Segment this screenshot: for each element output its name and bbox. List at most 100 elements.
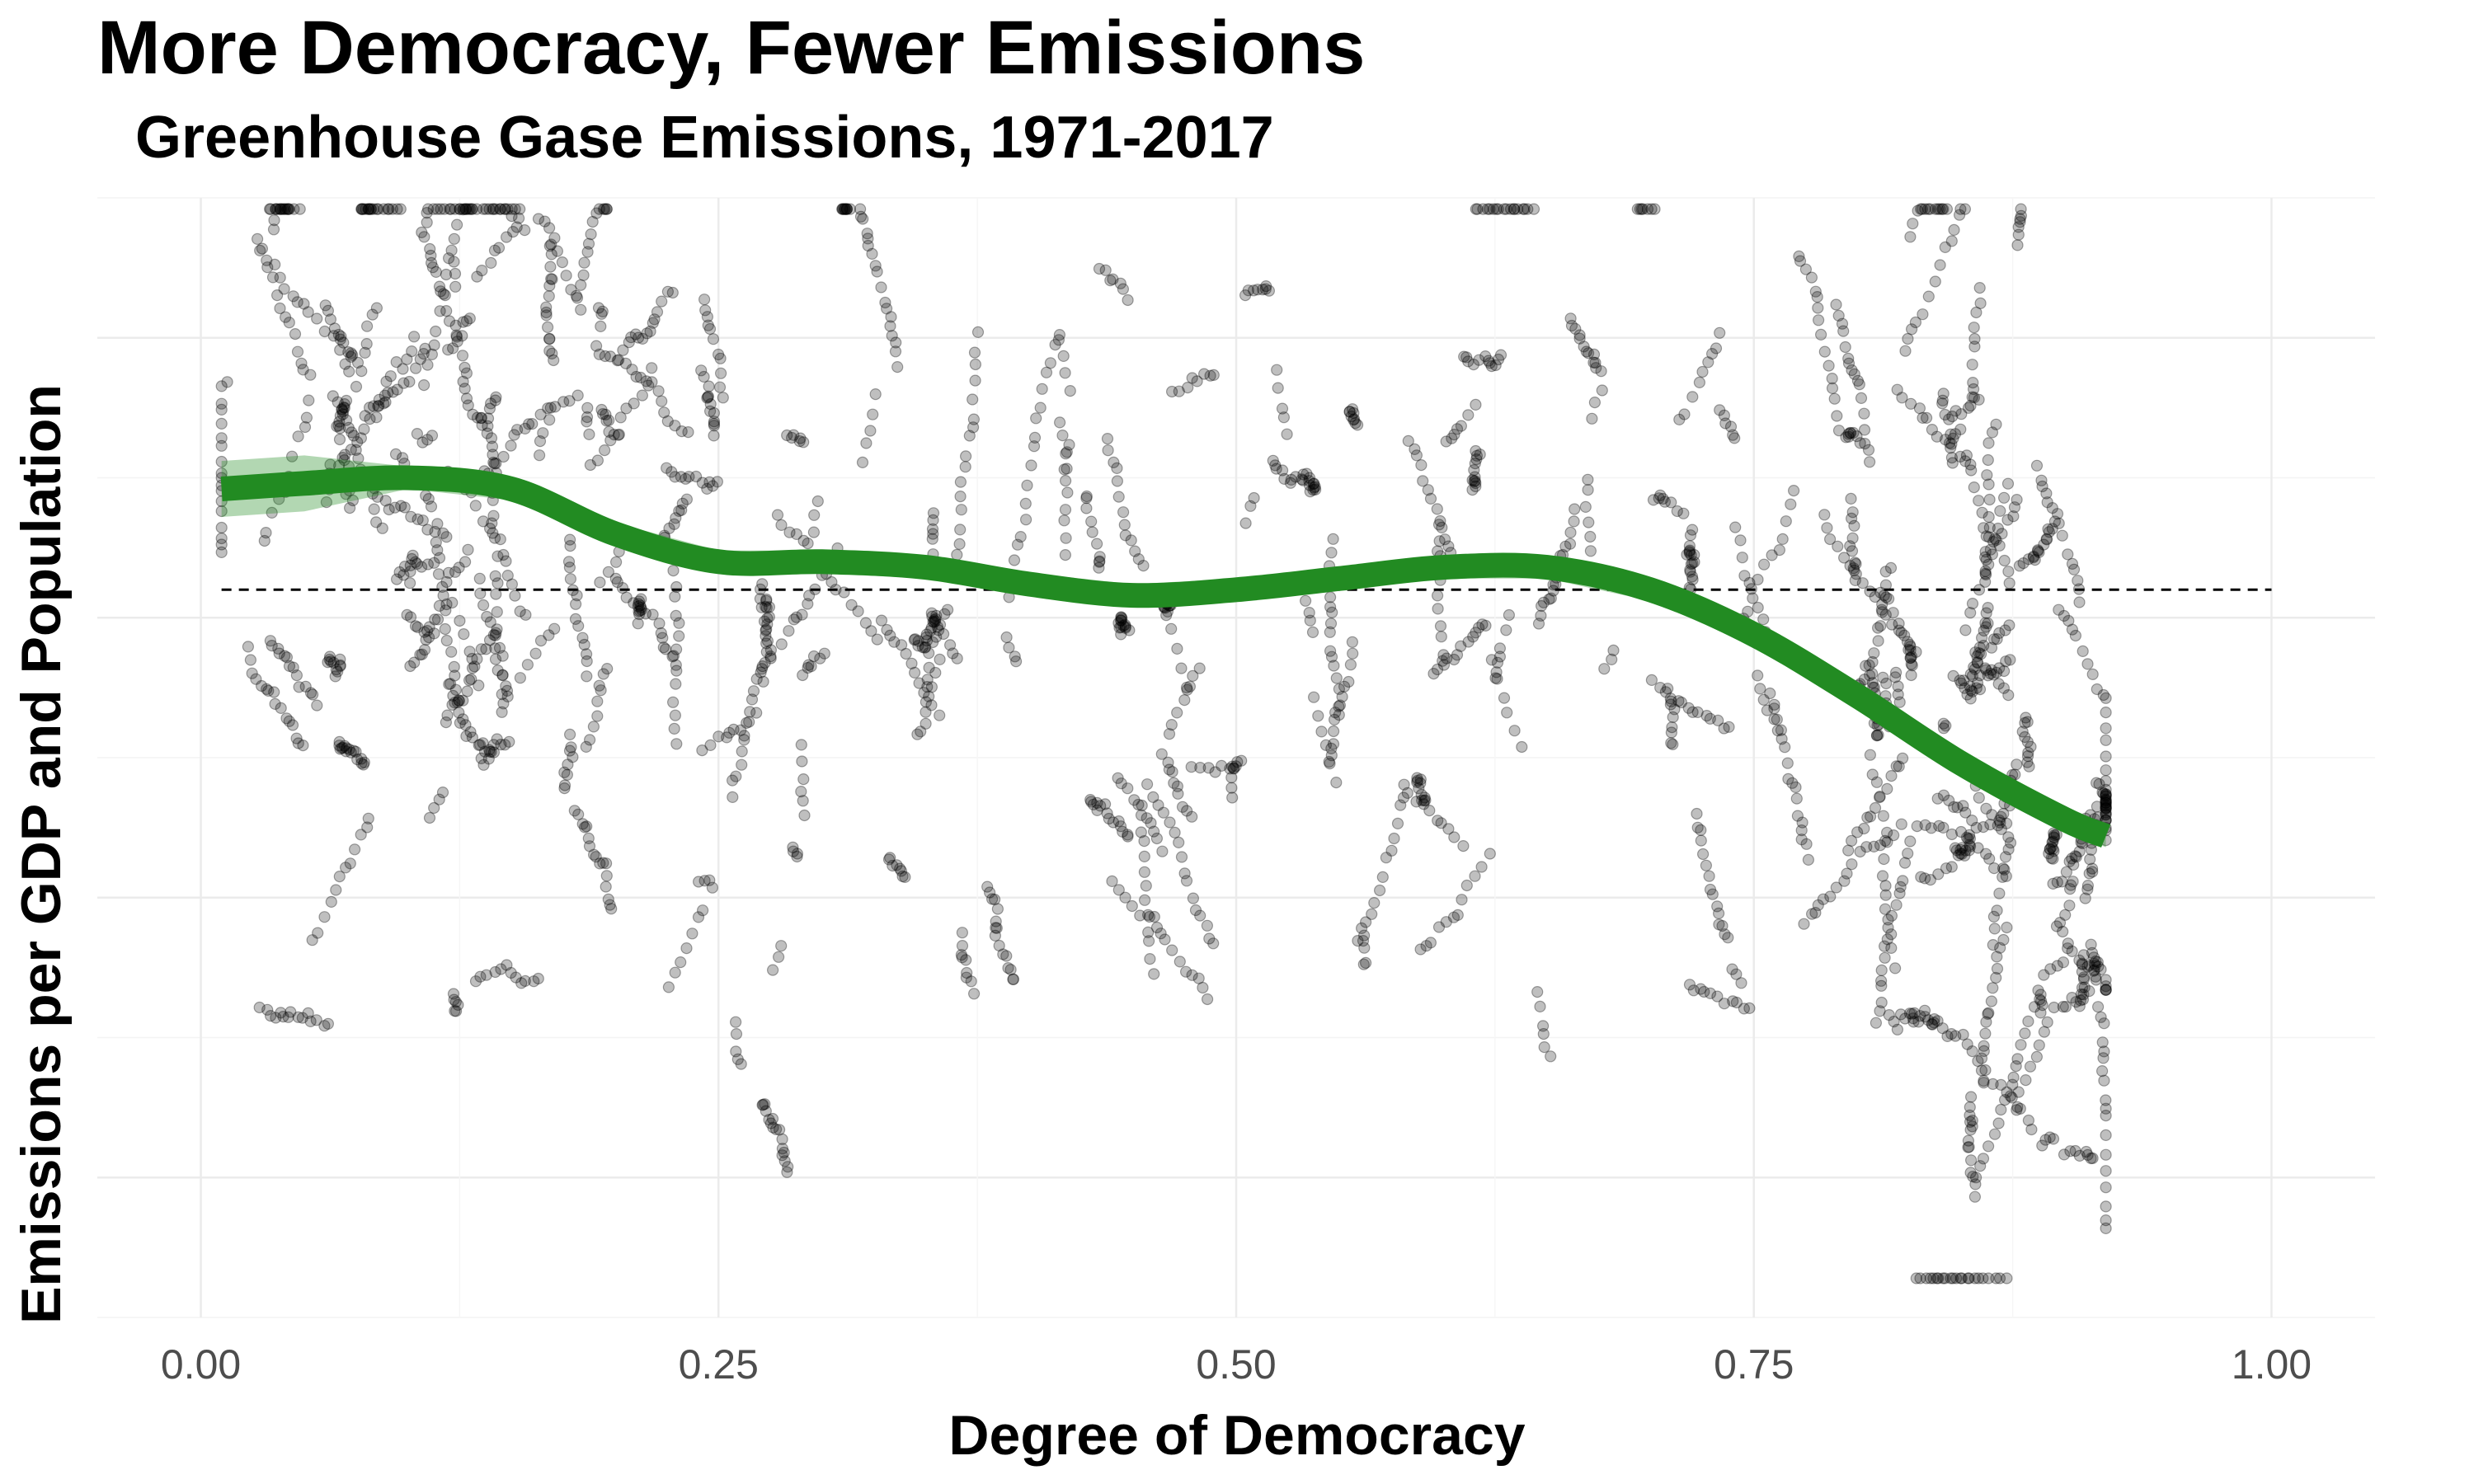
data-point <box>462 543 474 556</box>
data-point <box>379 389 391 402</box>
data-point <box>1284 477 1297 489</box>
data-point <box>1173 836 1185 849</box>
data-point <box>2089 960 2101 972</box>
data-point <box>1434 620 1447 632</box>
data-point <box>1907 218 1919 230</box>
data-point <box>2073 1149 2086 1162</box>
data-point <box>1795 824 1808 837</box>
data-point <box>1882 913 1894 926</box>
data-point <box>494 203 506 215</box>
data-point <box>215 439 228 452</box>
data-point <box>1009 650 1021 663</box>
data-point <box>1987 1078 1999 1091</box>
data-point <box>1285 473 1297 486</box>
data-point <box>2085 1152 2097 1165</box>
data-point <box>1333 700 1345 713</box>
data-point <box>1742 605 1754 618</box>
data-point <box>423 621 435 633</box>
data-point <box>376 522 388 534</box>
data-point <box>1994 505 2006 517</box>
data-point <box>600 870 613 882</box>
data-point <box>1435 817 1447 829</box>
data-point <box>641 327 653 340</box>
data-point <box>760 624 772 636</box>
data-point <box>1995 1103 2007 1116</box>
data-point <box>924 625 937 637</box>
data-point <box>2091 956 2104 969</box>
data-point <box>2060 866 2072 878</box>
data-point <box>1988 1128 2001 1140</box>
data-point <box>651 306 664 318</box>
data-point <box>591 710 604 722</box>
data-point <box>1990 533 2002 547</box>
data-point <box>508 429 520 441</box>
data-point <box>1881 933 1893 946</box>
data-point <box>1053 416 1066 429</box>
data-point <box>498 203 510 215</box>
data-point <box>2086 1152 2099 1165</box>
data-point <box>1094 555 1106 567</box>
data-point <box>1995 810 2007 823</box>
data-point <box>882 853 896 866</box>
data-point <box>661 462 673 474</box>
data-point <box>544 261 557 273</box>
data-point <box>1470 444 1482 458</box>
data-point <box>869 260 882 272</box>
data-point <box>2038 1026 2050 1038</box>
data-point <box>1490 203 1503 215</box>
data-point <box>1491 673 1503 685</box>
data-point <box>1584 545 1597 557</box>
data-point <box>1948 223 1960 236</box>
data-point <box>564 539 576 552</box>
data-point <box>738 734 750 746</box>
data-point <box>1028 440 1041 453</box>
data-point <box>2069 629 2081 642</box>
data-point <box>2001 817 2013 829</box>
data-point <box>453 707 465 719</box>
data-point <box>783 625 795 637</box>
data-point <box>1904 231 1917 243</box>
data-point <box>1368 896 1380 909</box>
data-point <box>339 448 351 461</box>
data-point <box>442 566 455 579</box>
data-point <box>1537 1027 1550 1040</box>
data-point <box>2100 775 2112 787</box>
data-point <box>2066 945 2078 958</box>
data-point <box>760 637 773 650</box>
data-point <box>495 963 507 975</box>
data-point <box>1485 654 1498 666</box>
data-point <box>2008 501 2021 514</box>
data-point <box>1040 366 1053 378</box>
data-point <box>1512 203 1524 215</box>
data-point <box>2047 843 2059 855</box>
data-point <box>625 331 637 344</box>
data-point <box>954 476 967 488</box>
data-point <box>1094 551 1106 563</box>
data-point <box>2011 758 2023 771</box>
data-point <box>429 525 441 538</box>
data-point <box>459 556 472 568</box>
data-point <box>1281 428 1293 440</box>
data-point <box>2100 795 2112 807</box>
data-point <box>403 375 416 388</box>
data-point <box>2002 831 2015 843</box>
data-point <box>1186 372 1198 384</box>
data-point <box>2042 523 2054 535</box>
data-point <box>595 320 607 332</box>
data-point <box>896 870 909 883</box>
data-point <box>1940 203 1953 215</box>
data-point <box>510 971 522 984</box>
data-point <box>1703 870 1715 882</box>
data-point <box>1871 729 1884 742</box>
data-point <box>1866 655 1879 669</box>
data-point <box>1989 533 2001 545</box>
data-point <box>1306 626 1319 639</box>
data-point <box>667 564 680 577</box>
data-point <box>2006 1078 2019 1091</box>
data-point <box>500 680 512 693</box>
data-point <box>1991 632 2003 646</box>
data-point <box>542 402 554 415</box>
data-point <box>330 884 342 896</box>
data-point <box>921 680 934 693</box>
